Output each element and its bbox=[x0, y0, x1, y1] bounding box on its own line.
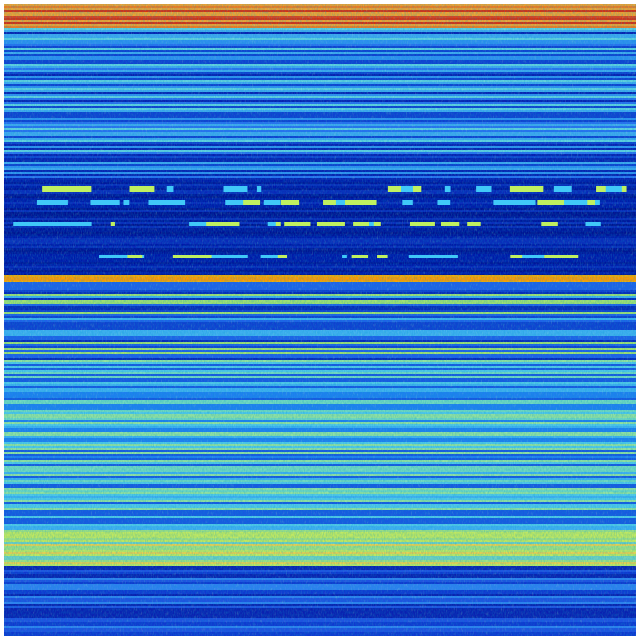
spot bbox=[222, 255, 248, 258]
spot bbox=[243, 200, 261, 205]
spot bbox=[502, 200, 536, 205]
spot bbox=[148, 200, 176, 205]
spot bbox=[444, 186, 451, 192]
spot bbox=[437, 200, 451, 205]
spot bbox=[166, 186, 174, 192]
spot bbox=[267, 222, 278, 226]
spot bbox=[223, 186, 248, 192]
spot bbox=[42, 186, 68, 192]
spot bbox=[353, 222, 381, 226]
spot bbox=[36, 200, 68, 205]
spot bbox=[171, 200, 186, 205]
spot bbox=[206, 222, 240, 226]
spot bbox=[172, 255, 185, 258]
spot bbox=[402, 200, 413, 205]
spot bbox=[537, 200, 565, 205]
spot bbox=[493, 200, 512, 205]
spot bbox=[129, 186, 155, 192]
spot bbox=[553, 186, 572, 192]
spot bbox=[275, 222, 281, 226]
spot bbox=[99, 255, 128, 258]
spot bbox=[467, 222, 481, 226]
spot bbox=[369, 222, 374, 226]
spot bbox=[345, 200, 377, 205]
spot bbox=[562, 200, 591, 205]
spot bbox=[587, 200, 596, 205]
spot bbox=[227, 200, 246, 205]
spot bbox=[476, 186, 492, 192]
spot bbox=[34, 222, 67, 226]
spot bbox=[409, 222, 435, 226]
spot bbox=[342, 255, 347, 258]
spot bbox=[284, 222, 311, 226]
spot bbox=[263, 200, 281, 205]
spot bbox=[406, 186, 413, 192]
spot bbox=[177, 255, 201, 258]
spot bbox=[510, 255, 534, 258]
spot bbox=[123, 200, 130, 205]
spot bbox=[522, 255, 549, 258]
spot bbox=[197, 255, 228, 258]
spot bbox=[90, 200, 120, 205]
spot bbox=[72, 186, 92, 192]
spot bbox=[189, 222, 221, 226]
spot bbox=[541, 222, 558, 226]
spot bbox=[273, 255, 288, 258]
texture-light bbox=[4, 4, 636, 636]
spot bbox=[377, 255, 388, 258]
spot bbox=[605, 186, 622, 192]
spot bbox=[351, 255, 369, 258]
spot bbox=[444, 255, 458, 258]
spot bbox=[260, 255, 278, 258]
spot bbox=[110, 222, 115, 226]
spot bbox=[516, 186, 533, 192]
spot bbox=[127, 255, 143, 258]
spot bbox=[13, 222, 43, 226]
spot bbox=[75, 222, 91, 226]
spot bbox=[544, 255, 579, 258]
spots bbox=[13, 186, 627, 258]
spot bbox=[316, 222, 345, 226]
spot bbox=[585, 222, 601, 226]
spot bbox=[61, 186, 83, 192]
spot bbox=[415, 255, 445, 258]
spot bbox=[280, 200, 300, 205]
spot bbox=[331, 200, 337, 205]
spot bbox=[335, 200, 350, 205]
spot bbox=[256, 186, 262, 192]
spot bbox=[54, 222, 82, 226]
spot bbox=[440, 222, 460, 226]
